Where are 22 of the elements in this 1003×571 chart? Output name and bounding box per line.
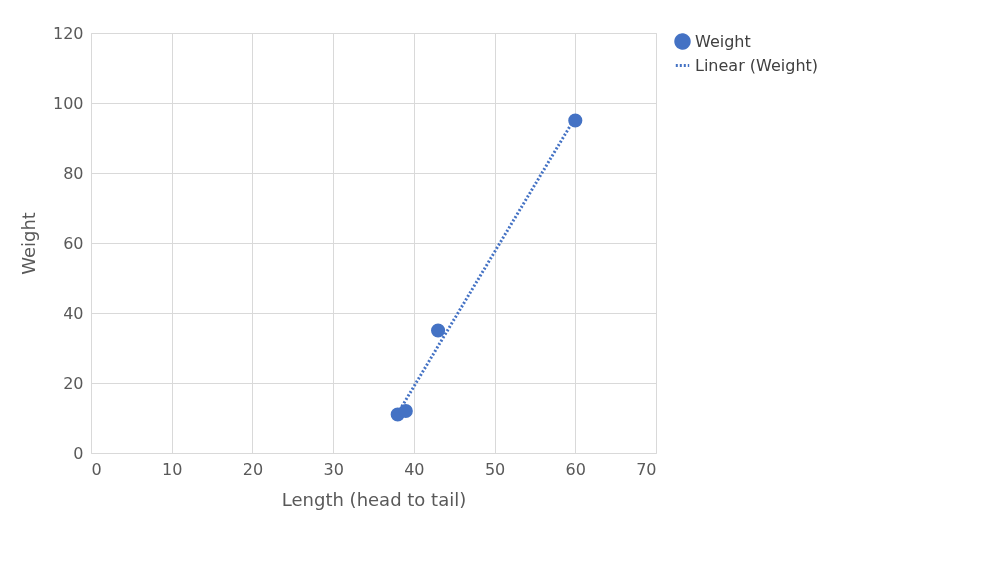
y-tick-label: 120 bbox=[52, 23, 84, 43]
point bbox=[431, 323, 446, 338]
y-tick-label: 0 bbox=[73, 443, 84, 463]
x-tick-label: 20 bbox=[242, 459, 264, 479]
y-axis-title: Weight bbox=[17, 212, 39, 275]
point bbox=[568, 113, 583, 128]
x-tick-label: 10 bbox=[162, 459, 183, 479]
x-tick-label: 30 bbox=[323, 459, 344, 479]
y-tick-label: 40 bbox=[63, 303, 84, 323]
x-tick-label: 70 bbox=[636, 459, 657, 479]
y-tick-label: 60 bbox=[63, 233, 84, 253]
x-tick-label: 40 bbox=[404, 459, 425, 479]
x-tick-label: 0 bbox=[91, 459, 102, 479]
legend-label: Weight bbox=[695, 31, 751, 51]
x-tick-label: 50 bbox=[484, 459, 506, 479]
x-axis-title: Length (head to tail) bbox=[281, 488, 467, 510]
y-tick-label: 20 bbox=[63, 373, 84, 393]
legend-label: Linear (Weight) bbox=[695, 55, 819, 75]
point bbox=[398, 403, 413, 419]
x-tick-label: 60 bbox=[565, 459, 586, 479]
y-tick-label: 100 bbox=[52, 93, 84, 113]
y-tick-label: 80 bbox=[63, 163, 84, 183]
